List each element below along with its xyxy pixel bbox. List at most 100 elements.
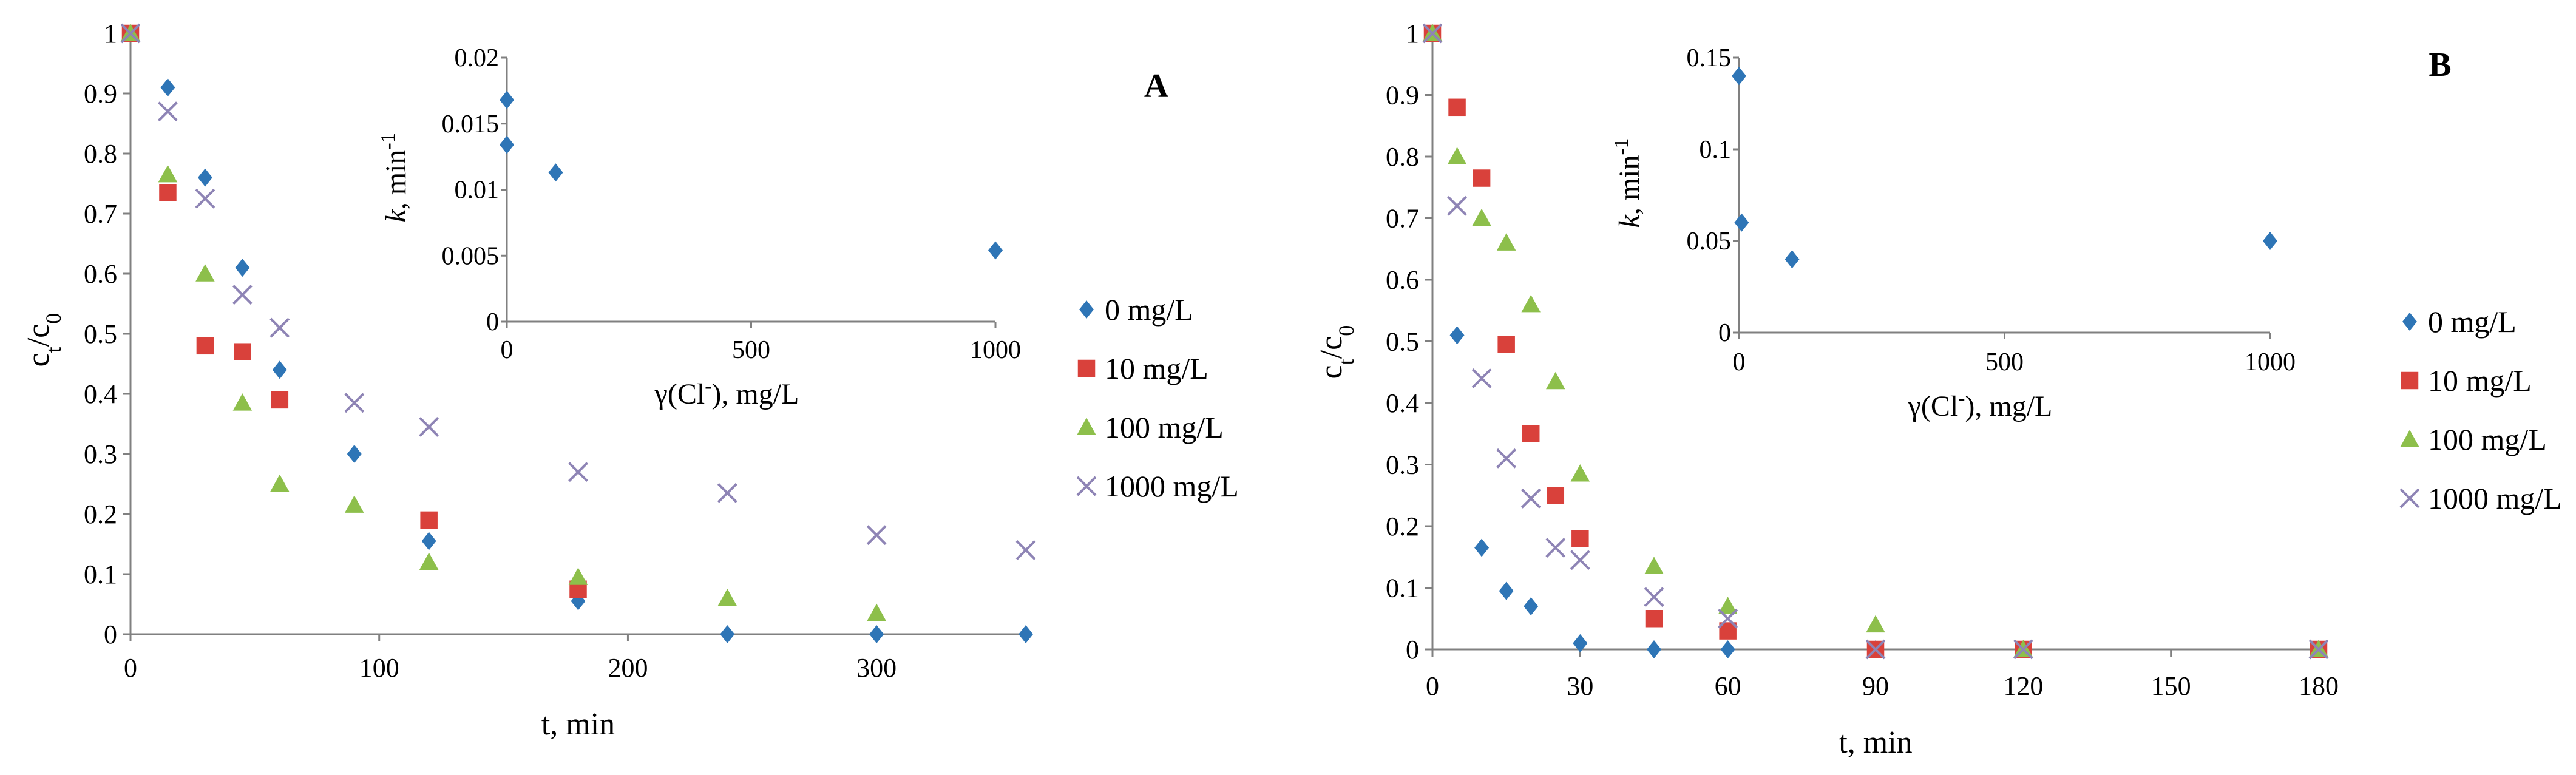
inset-chart: 0 0.05 0.1 0.15 0 500 1000 γ(Cl-), mg/L k, min-1 [1610,44,2296,422]
data-point [1474,538,1490,557]
series-0-mg-l [123,24,1033,643]
data-point [1718,608,1738,629]
data-point [717,588,737,606]
y-tick-label: 0.7 [1386,204,1419,234]
legend-marker [1076,476,1097,496]
legend-label: 100 mg/L [1105,410,1224,444]
inset-x-tick-label: 0 [1733,348,1746,376]
panel-letter: A [1144,67,1169,105]
data-point [1545,538,1566,558]
data-point [1546,371,1565,390]
legend-entry: 0 mg/L [2402,305,2517,339]
x-tick-label: 100 [359,653,399,683]
inset-y-tick-label: 0 [486,308,499,336]
data-point [1645,610,1663,628]
data-point [197,168,212,187]
y-tick-label: 0.4 [84,379,117,409]
data-point [1471,368,1492,388]
inset-y-tick-label: 0.015 [442,110,500,138]
data-point [1571,530,1589,547]
data-point [269,317,290,338]
y-tick-label: 0.8 [84,139,117,169]
x-tick-label: 0 [124,653,137,683]
y-tick-label: 0.6 [1386,265,1419,295]
legend-label: 1000 mg/L [2428,481,2562,515]
data-point [420,511,438,529]
x-tick-label: 90 [1862,671,1889,701]
inset-data-point [1732,67,1746,86]
data-point [1521,294,1541,313]
data-point [1472,208,1491,226]
data-point [235,259,250,277]
series-10-mg-l [1423,24,2328,658]
y-tick-label: 0.3 [1386,450,1419,480]
y-axis-label: ct/c0 [21,313,66,367]
inset-x-tick-label: 0 [501,336,514,364]
inset-data-point [500,135,514,154]
data-point [1499,581,1514,600]
y-tick-label: 0.7 [84,199,117,229]
y-tick-label: 0.5 [84,319,117,349]
data-point [1496,233,1516,251]
x-tick-label: 180 [2299,671,2339,701]
panel-b: 0 0.1 0.2 0.3 0.4 0.5 0.6 0.7 0.8 0.9 1 0 30 60 90 120 1… [1314,19,2562,760]
data-point [568,567,588,585]
data-point [1644,587,1664,607]
y-tick-label: 0.1 [84,560,117,589]
inset-data-point [2263,232,2277,250]
data-point [419,417,439,437]
legend-label: 1000 mg/L [1105,469,1239,503]
legend-entry: 1000 mg/L [1076,469,1239,503]
legend-marker [2401,371,2419,390]
y-tick-label: 0.8 [1386,142,1419,172]
y-tick-label: 0.1 [1386,574,1419,603]
inset-y-tick-label: 0 [1718,319,1731,347]
x-axis-label: t, min [1839,725,1912,760]
inset-data-point [1734,213,1749,232]
data-point [1570,550,1590,570]
y-tick-label: 0.5 [1386,327,1419,357]
data-point [1573,634,1588,652]
panel-letter: B [2429,46,2451,84]
x-tick-label: 200 [608,653,648,683]
legend-entry: 1000 mg/L [2399,481,2562,515]
data-point [1019,625,1033,643]
data-point [1448,98,1466,117]
data-point [232,393,253,411]
inset-y-tick-label: 0.01 [455,177,500,205]
y-tick-label: 0.9 [84,79,117,109]
data-point [1447,147,1467,164]
data-point [196,337,214,355]
inset-x-tick-label: 500 [732,336,770,364]
legend-label: 0 mg/L [1105,293,1193,327]
legend-entry: 10 mg/L [1077,351,1208,385]
data-point [1866,615,1885,633]
data-point [1522,425,1540,442]
y-tick-label: 0.2 [1386,512,1419,541]
x-tick-label: 60 [1715,671,1741,701]
inset-y-tick-label: 0.1 [1700,136,1732,164]
y-tick-label: 0 [1406,635,1419,665]
data-point [867,603,886,621]
series-1000-mg-l [120,23,1036,560]
legend-marker [1077,359,1096,377]
y-tick-label: 0.3 [84,439,117,469]
legend-label: 0 mg/L [2428,305,2517,339]
inset-y-tick-label: 0.02 [455,44,500,72]
data-point [272,360,287,379]
inset-data-point [500,90,514,109]
inset-data-point [1785,250,1800,269]
legend-entry: 100 mg/L [2400,422,2547,456]
data-point [1520,488,1541,509]
inset-x-axis-label: γ(Cl-), mg/L [654,375,799,411]
inset-data-point [548,163,563,182]
legend-label: 100 mg/L [2428,422,2547,456]
y-axis-label: ct/c0 [1314,325,1358,379]
inset-data-point [988,241,1003,260]
x-tick-label: 150 [2151,671,2191,701]
y-tick-label: 1 [1406,19,1419,49]
legend-marker [2402,313,2417,331]
data-point [1473,169,1491,187]
data-point [1447,195,1467,216]
